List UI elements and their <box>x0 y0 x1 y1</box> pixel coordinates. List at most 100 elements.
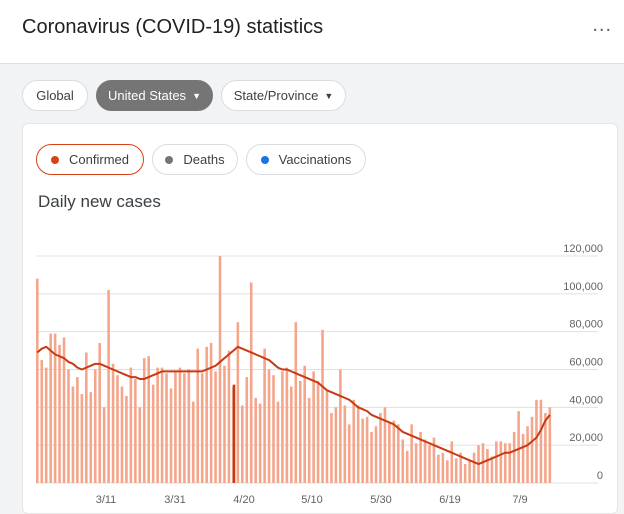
bar <box>294 322 298 483</box>
bar <box>62 337 66 483</box>
bar <box>316 380 320 483</box>
bar <box>446 460 449 483</box>
y-tick-label: 100,000 <box>563 281 603 293</box>
bar <box>423 439 427 483</box>
bar <box>517 411 520 483</box>
bar <box>44 367 48 483</box>
bar <box>356 405 360 483</box>
bar <box>254 397 257 484</box>
metric-deaths[interactable]: Deaths <box>152 144 238 175</box>
tab-global[interactable]: Global <box>22 80 88 111</box>
x-tick-label: 5/30 <box>370 494 391 506</box>
metric-vaccinations-label: Vaccinations <box>278 152 352 167</box>
bar <box>303 365 306 483</box>
daily-cases-chart: 120,000 100,000 80,000 60,000 40,000 20,000 0 3… <box>36 243 603 506</box>
bar <box>370 431 373 483</box>
bar <box>410 424 413 483</box>
deaths-dot-icon <box>165 155 174 164</box>
bar <box>437 454 440 484</box>
bar <box>71 386 75 483</box>
bar <box>223 365 226 483</box>
bar <box>80 394 84 483</box>
bar <box>209 343 213 483</box>
bar <box>459 452 462 483</box>
bar <box>120 386 124 483</box>
bar <box>544 413 547 483</box>
bar <box>521 433 525 483</box>
bar <box>85 352 88 483</box>
bar <box>107 290 110 483</box>
bar <box>361 418 364 483</box>
y-tick-label: 40,000 <box>569 394 603 406</box>
chart-title: Daily new cases <box>38 192 161 211</box>
bar <box>178 367 182 483</box>
bar <box>312 371 315 483</box>
bar <box>187 369 191 483</box>
bar <box>142 358 146 483</box>
bar <box>214 371 217 483</box>
bar <box>535 399 538 483</box>
x-tick-label: 7/9 <box>512 494 527 506</box>
chevron-down-icon: ▼ <box>192 90 201 101</box>
confirmed-dot-icon <box>51 155 60 164</box>
bar <box>227 350 231 483</box>
bar <box>298 380 302 483</box>
bar <box>241 405 244 483</box>
bar <box>263 348 266 483</box>
bar <box>495 441 498 483</box>
bar <box>129 367 133 483</box>
bar <box>276 401 280 483</box>
bar <box>89 392 93 483</box>
bar <box>272 375 275 483</box>
bar <box>508 443 512 483</box>
bar <box>147 356 150 483</box>
bar <box>374 426 378 483</box>
bar <box>468 460 471 483</box>
bar <box>165 373 168 483</box>
bar <box>200 373 204 483</box>
x-tick-label: 4/20 <box>233 494 254 506</box>
bar <box>414 443 418 483</box>
bar <box>454 458 458 483</box>
bar <box>196 348 200 483</box>
x-tick-label: 3/11 <box>96 494 117 506</box>
bar <box>134 378 137 483</box>
bar <box>218 256 222 483</box>
bar <box>397 424 400 483</box>
bar <box>499 441 503 483</box>
metric-confirmed[interactable]: Confirmed <box>36 144 144 175</box>
bar <box>352 399 356 483</box>
bar <box>285 367 289 483</box>
bar <box>93 369 97 483</box>
bar <box>441 452 445 483</box>
bar <box>98 343 101 483</box>
bar <box>111 363 115 483</box>
bar <box>325 390 329 483</box>
tab-state-province[interactable]: State/Province ▼ <box>221 80 346 111</box>
header: Coronavirus (COVID-19) statistics ... <box>0 0 624 64</box>
bar <box>388 422 391 483</box>
bar <box>365 416 369 483</box>
bar <box>392 420 396 483</box>
bar <box>191 401 195 483</box>
bar <box>347 424 351 483</box>
bar <box>53 333 57 483</box>
vaccinations-dot-icon <box>260 155 269 164</box>
bar <box>486 448 489 483</box>
bar <box>36 278 39 483</box>
bar <box>450 441 454 483</box>
metric-vaccinations[interactable]: Vaccinations <box>246 144 366 175</box>
chart-card: Confirmed Deaths Vaccinations Daily new … <box>22 123 618 514</box>
metric-confirmed-label: Confirmed <box>69 152 129 167</box>
bar <box>249 282 253 483</box>
bar <box>307 397 311 484</box>
bar <box>267 369 271 483</box>
bar <box>503 443 507 483</box>
bar <box>156 367 159 483</box>
more-options-icon[interactable]: ... <box>592 14 612 36</box>
y-tick-label: 20,000 <box>569 432 603 444</box>
tab-united-states[interactable]: United States ▼ <box>96 80 213 111</box>
tab-united-states-label: United States <box>108 88 187 103</box>
y-tick-label: 0 <box>597 470 603 482</box>
bar <box>174 371 177 483</box>
